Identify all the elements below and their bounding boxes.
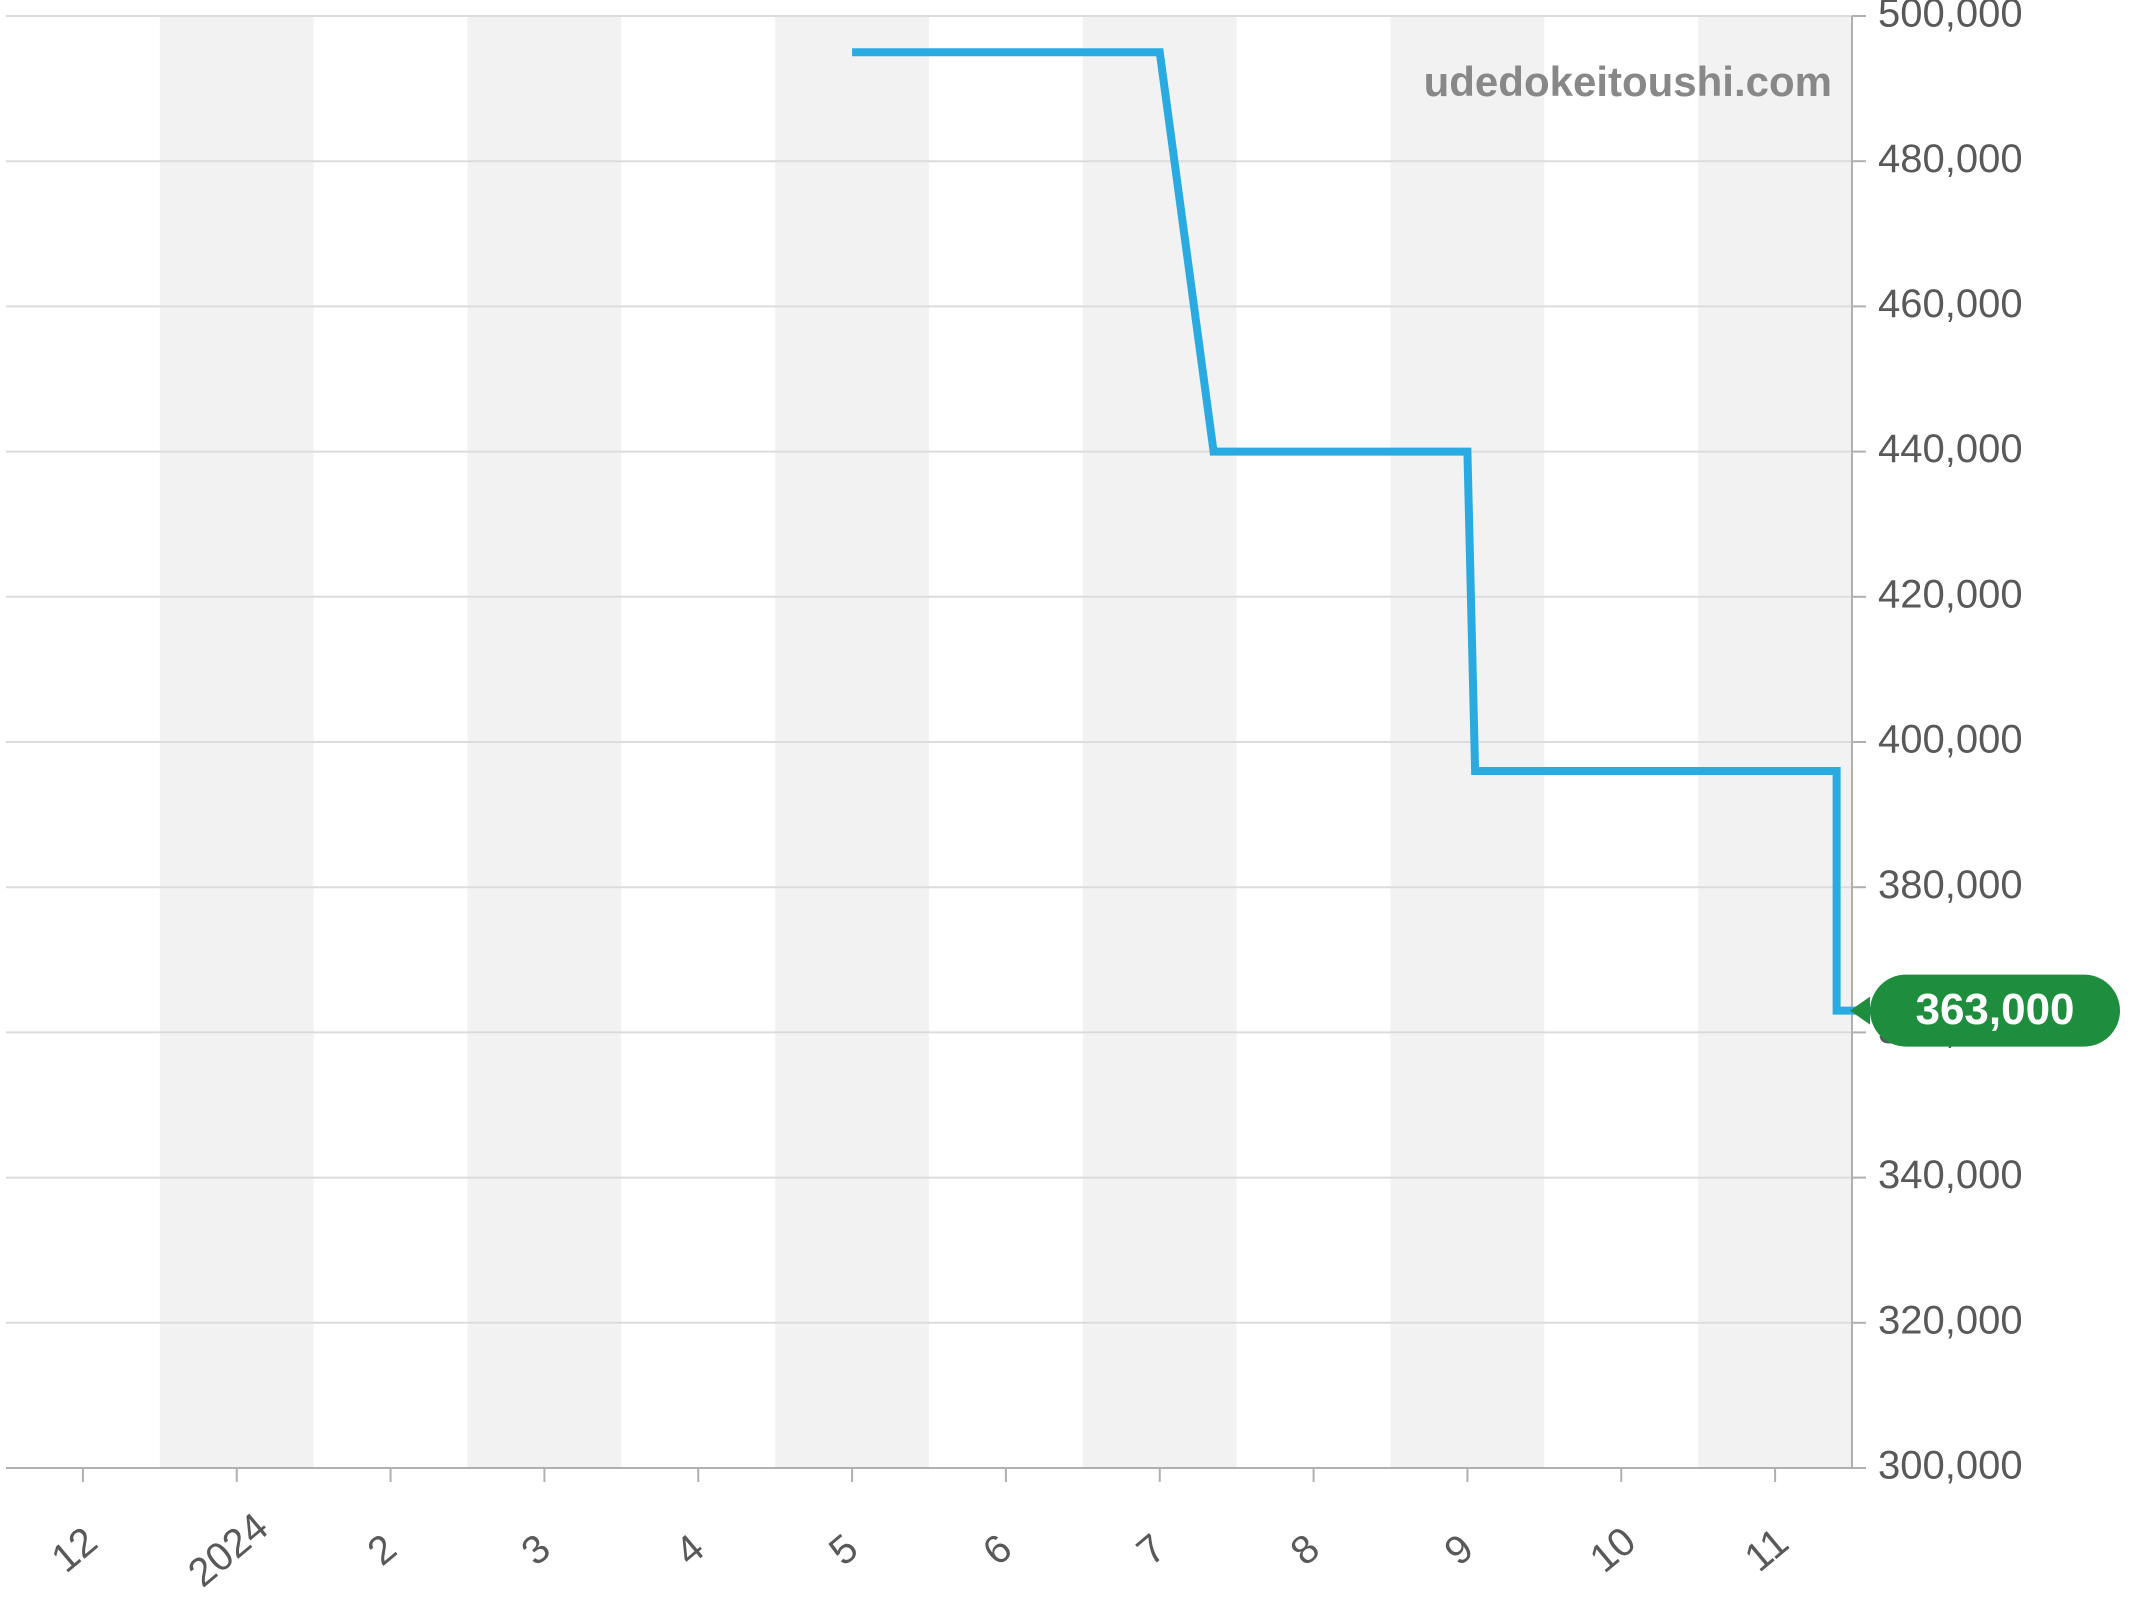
x-tick-label: 9 [1436,1526,1481,1574]
x-tick-label: 2024 [180,1505,276,1596]
y-tick-label: 500,000 [1878,0,2023,36]
y-tick-label: 460,000 [1878,282,2023,326]
x-tick-label: 8 [1283,1526,1328,1574]
x-tick-label: 10 [1582,1519,1644,1581]
x-tick-label: 7 [1129,1526,1174,1574]
y-tick-label: 300,000 [1878,1444,2023,1488]
x-tick-label: 4 [667,1526,712,1574]
y-tick-label: 320,000 [1878,1298,2023,1342]
y-tick-label: 380,000 [1878,863,2023,907]
current-price-label: 363,000 [1915,985,2074,1034]
y-tick-label: 480,000 [1878,137,2023,181]
chart-svg: 500,000 480,000 460,000 440,000 420,000 400,0… [0,0,2144,1600]
y-tick-label: 400,000 [1878,718,2023,762]
x-tick-label: 6 [975,1526,1020,1574]
x-tick-label: 2 [360,1526,405,1574]
watermark: udedokeitoushi.com [1424,58,1832,105]
x-tick-label: 11 [1737,1520,1797,1580]
x-tick-label: 12 [43,1519,105,1581]
y-tick-label: 440,000 [1878,427,2023,471]
price-chart: 500,000 480,000 460,000 440,000 420,000 400,0… [0,0,2144,1600]
x-tick-label: 3 [513,1526,558,1574]
x-tick-label: 5 [821,1526,866,1574]
y-tick-label: 340,000 [1878,1153,2023,1197]
y-tick-label: 420,000 [1878,572,2023,616]
